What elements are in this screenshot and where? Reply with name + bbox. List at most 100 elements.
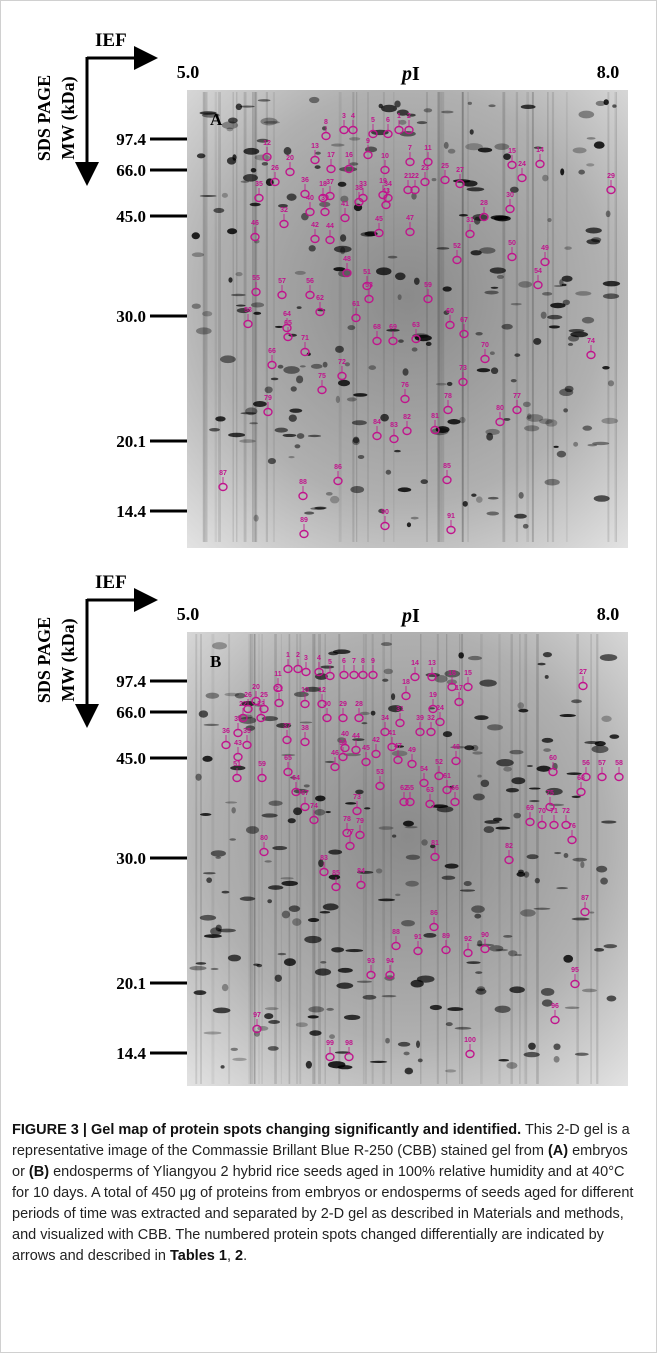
- gel-spot: [288, 905, 301, 912]
- gel-spot: [494, 143, 510, 151]
- gel-spot: [508, 950, 518, 957]
- spot-circle: [380, 521, 390, 531]
- spot-circle: [238, 713, 248, 723]
- spot-label: 14: [411, 660, 419, 667]
- spot-circle: [606, 185, 616, 195]
- spot-label: 13: [311, 143, 319, 150]
- gel-spot: [345, 802, 357, 805]
- gel-spot: [494, 1005, 511, 1013]
- gel-streak: [590, 634, 592, 1084]
- gel-spot: [221, 192, 228, 198]
- gel-spot: [191, 252, 205, 258]
- gel-spot: [445, 1022, 453, 1027]
- pi-title-p: p: [400, 605, 412, 627]
- gel-spot: [581, 316, 595, 324]
- spot-label: 25: [260, 692, 268, 699]
- gel-streak: [576, 634, 579, 1084]
- spot-label: 49: [541, 245, 549, 252]
- spot-circle: [345, 841, 355, 851]
- gel-spot: [386, 329, 400, 332]
- gel-spot: [272, 845, 288, 851]
- spot-circle: [221, 740, 231, 750]
- spot-circle: [283, 767, 293, 777]
- gel-spot: [292, 918, 302, 926]
- gel-spot: [450, 745, 467, 749]
- gel-spot: [498, 1058, 510, 1062]
- spot-circle: [342, 268, 352, 278]
- gel-spot: [537, 662, 546, 666]
- spot-circle: [465, 1049, 475, 1059]
- spot-circle: [262, 152, 272, 162]
- gel-spot: [191, 303, 201, 309]
- spot-circle: [305, 290, 315, 300]
- gel-spot: [520, 104, 536, 110]
- spot-circle: [580, 907, 590, 917]
- spot-label: 58: [615, 760, 623, 767]
- spot-label: 20: [252, 684, 260, 691]
- spot-label: 64: [283, 311, 291, 318]
- gel-spot: [307, 434, 322, 438]
- gel-spot: [294, 444, 301, 449]
- gel-spot: [351, 420, 367, 426]
- spot-label: 58: [244, 307, 252, 314]
- gel-spot: [416, 1040, 421, 1049]
- spot-circle: [420, 177, 430, 187]
- gel-streak: [200, 634, 202, 1084]
- gel-spot: [544, 674, 549, 679]
- spot-label: 32: [427, 715, 435, 722]
- gel-spot: [574, 1052, 589, 1056]
- gel-spot: [436, 806, 454, 813]
- spot-label: 97: [253, 1012, 261, 1019]
- spot-circle: [443, 405, 453, 415]
- spot-label: 5: [328, 659, 332, 666]
- gel-streak: [596, 634, 599, 1084]
- gel-spot: [514, 513, 527, 519]
- gel-spot: [586, 238, 601, 245]
- spot-circle: [525, 817, 535, 827]
- spot-label: 21: [275, 686, 283, 693]
- spot-label: 7: [408, 145, 412, 152]
- mw-label: 66.0: [116, 703, 146, 722]
- gel-streak: [441, 92, 445, 542]
- spot-label: 53: [365, 282, 373, 289]
- pi-right: 8.0: [597, 62, 620, 82]
- gel-spot: [310, 507, 325, 510]
- gel-spot: [599, 654, 618, 661]
- gel-spot: [602, 293, 620, 299]
- spot-label: 83: [320, 855, 328, 862]
- gel-spot: [215, 416, 226, 422]
- spot-label: 52: [453, 243, 461, 250]
- gel-spot: [553, 1055, 560, 1063]
- gel-spot: [496, 274, 504, 279]
- spot-circle: [465, 229, 475, 239]
- spot-circle: [358, 670, 368, 680]
- gel-spot: [533, 337, 542, 345]
- gel-spot: [573, 441, 579, 447]
- spot-label: 64: [292, 775, 300, 782]
- y-axis-title: MW (kDa): [58, 76, 79, 159]
- gel-spot: [226, 127, 234, 132]
- spot-circle: [233, 752, 243, 762]
- spot-label: 22: [411, 173, 419, 180]
- gel-spot: [567, 342, 574, 346]
- spot-circle: [339, 670, 349, 680]
- spot-label: 56: [306, 278, 314, 285]
- mw-label: 45.0: [116, 749, 146, 768]
- gel-streak: [254, 634, 256, 1084]
- spot-label: 24: [436, 705, 444, 712]
- spot-circle: [352, 806, 362, 816]
- spot-circle: [368, 129, 378, 139]
- gel-spot: [516, 871, 526, 877]
- spot-label: 28: [355, 701, 363, 708]
- gel-spot: [333, 267, 346, 272]
- spot-label: 81: [431, 840, 439, 847]
- gel-spot: [490, 215, 509, 221]
- gel-streak: [211, 634, 215, 1084]
- gel-streak: [258, 634, 260, 1084]
- spot-label: 60: [446, 308, 454, 315]
- gel-spot: [356, 980, 372, 983]
- spot-circle: [446, 525, 456, 535]
- spot-label: 77: [513, 393, 521, 400]
- gel-spot: [458, 213, 468, 217]
- mw-label: 45.0: [116, 207, 146, 226]
